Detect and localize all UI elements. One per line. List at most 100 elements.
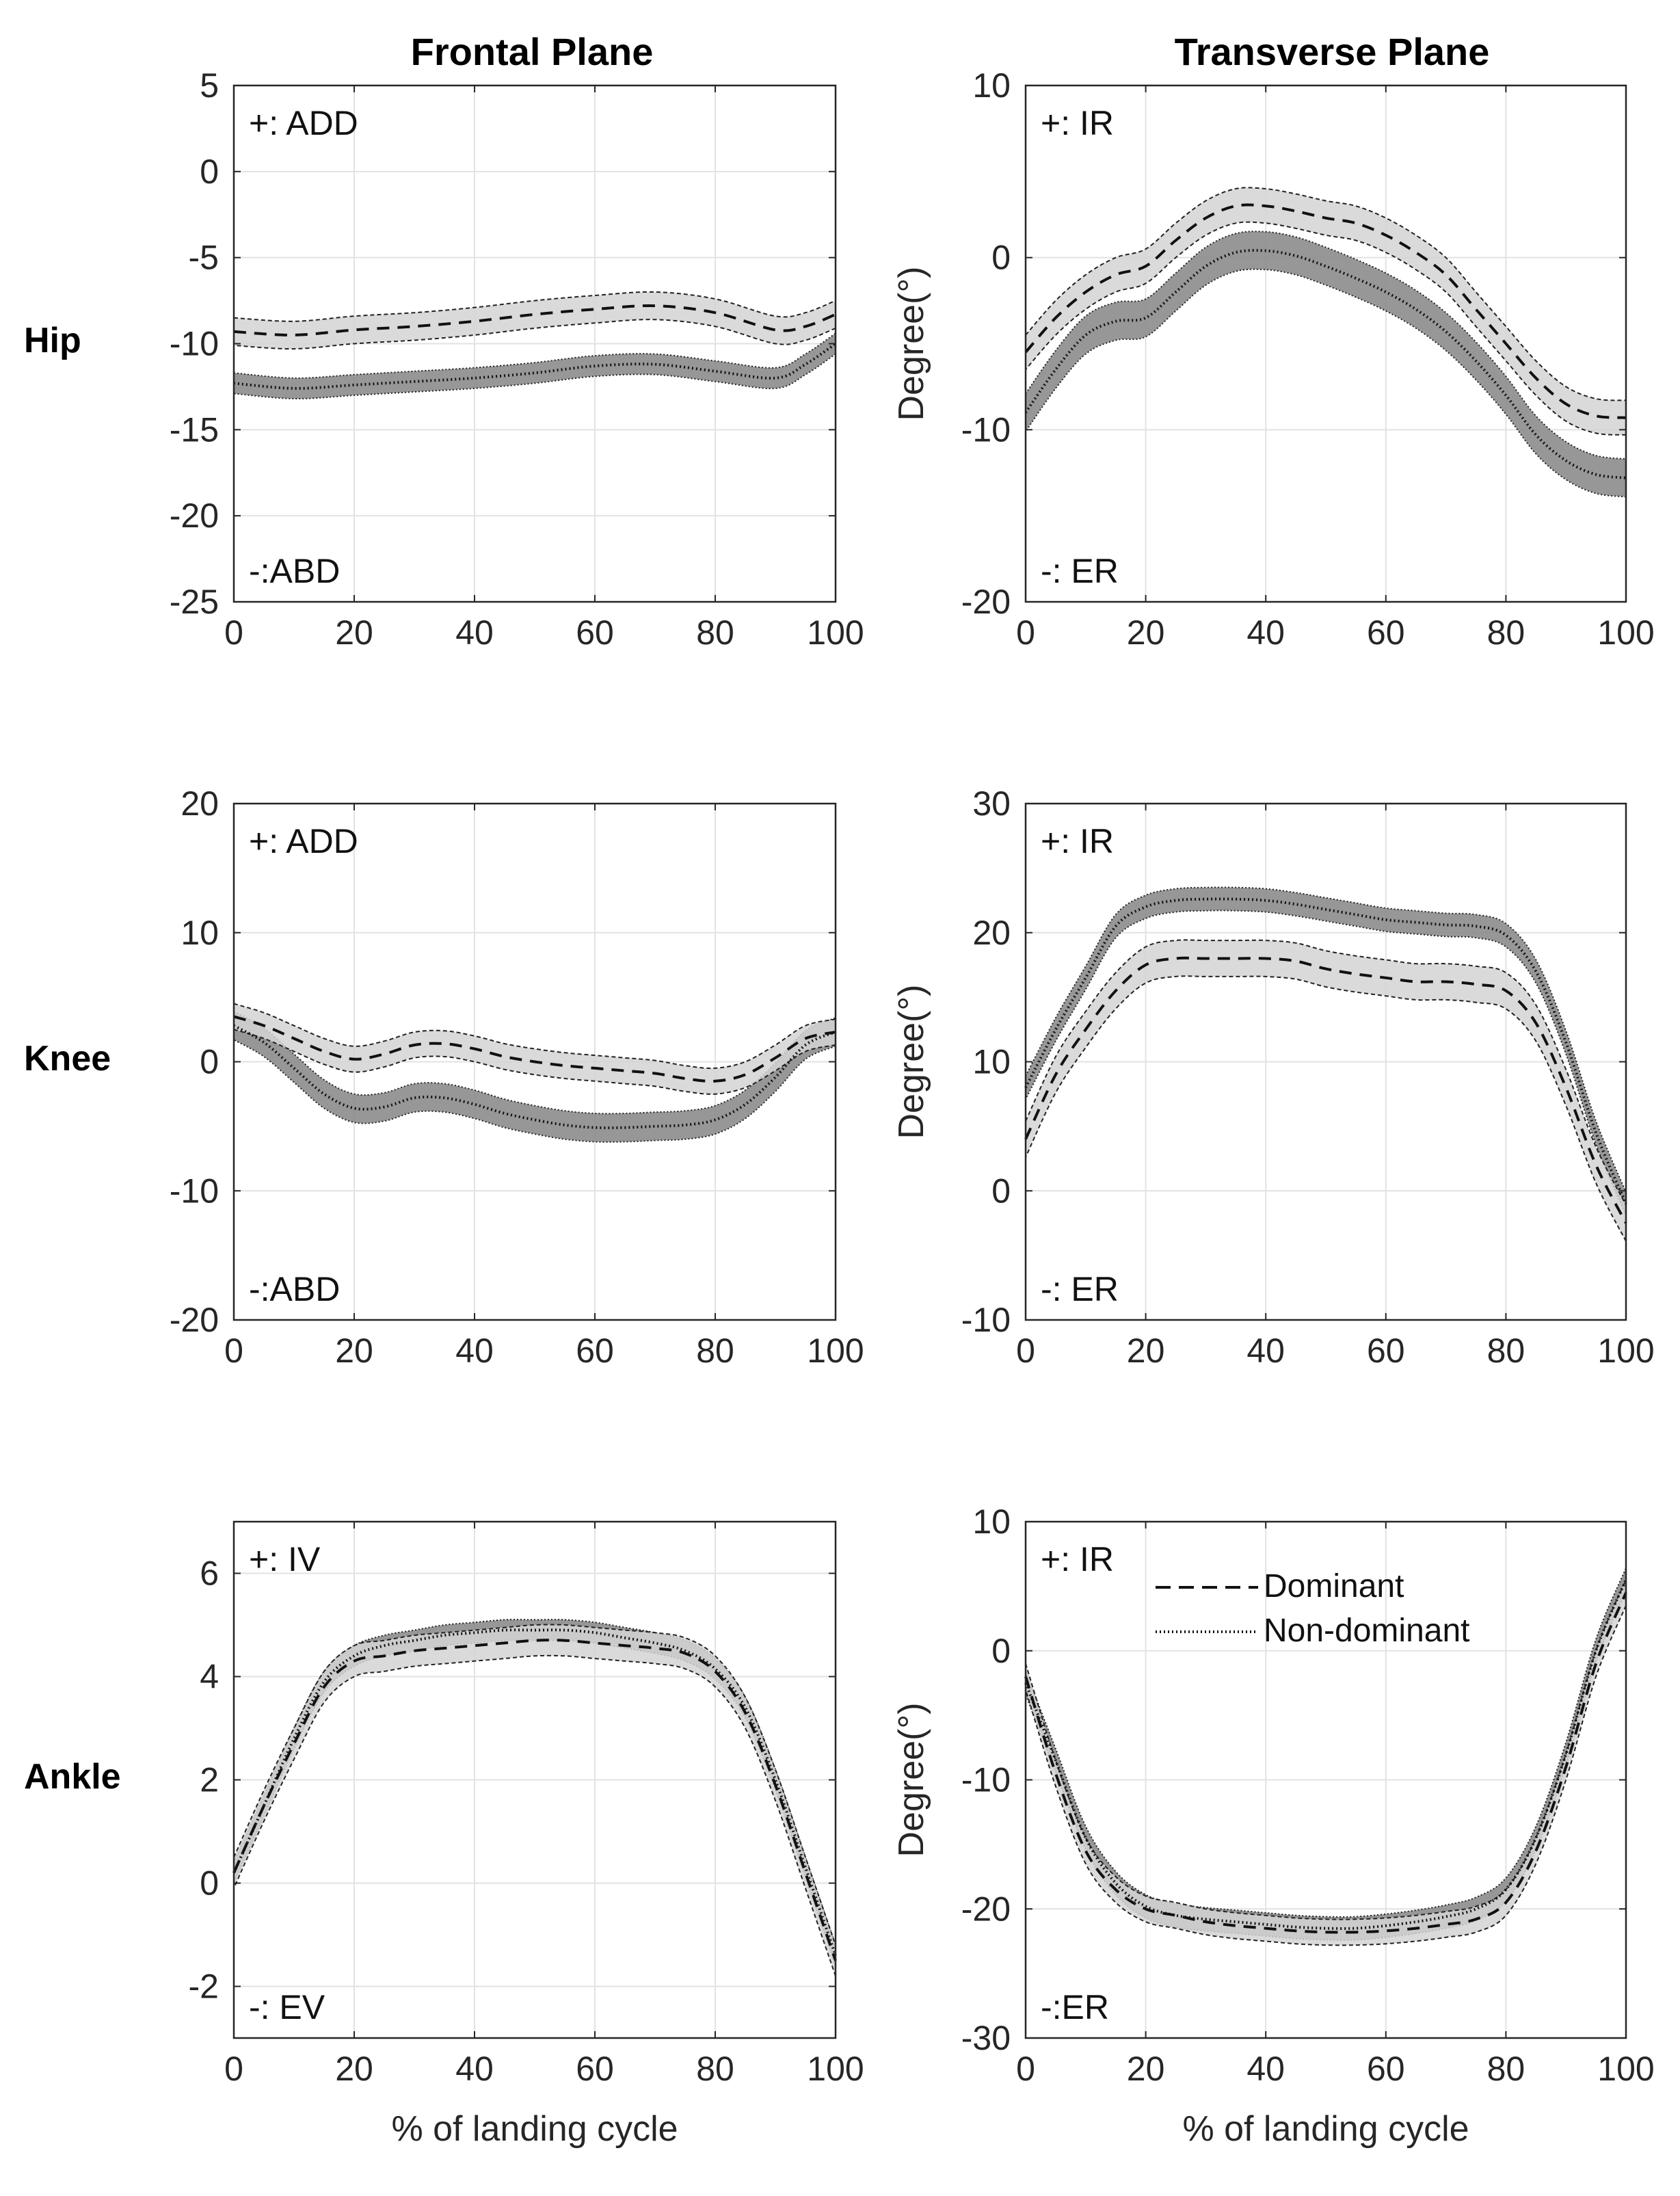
ytick-label: 0 <box>200 1043 219 1081</box>
xlabel: % of landing cycle <box>391 2109 678 2149</box>
sd-edge-upper <box>233 332 836 379</box>
ytick-label: 2 <box>200 1761 219 1799</box>
sd-edge-upper <box>1025 1579 1627 1920</box>
ytick-label: 20 <box>181 784 219 823</box>
col-title-frontal: Frontal Plane <box>411 30 654 73</box>
sd-edge-upper <box>1025 230 1627 460</box>
xtick-label: 0 <box>1016 613 1035 652</box>
ylabel: Degree(°) <box>892 985 931 1139</box>
xtick-label: 100 <box>807 613 864 652</box>
ylabel: Degree(°) <box>892 267 931 421</box>
ytick-label: -10 <box>961 410 1011 449</box>
ytick-label: -15 <box>170 410 219 449</box>
ytick-label: -10 <box>961 1761 1011 1799</box>
ytick-label: -10 <box>170 325 219 363</box>
sd-edge-lower <box>233 353 836 400</box>
sd-edge-upper <box>1025 1567 1627 1918</box>
sd-edge-upper <box>1025 939 1627 1206</box>
series-line-nondominant <box>233 342 837 390</box>
xtick-label: 60 <box>1367 2050 1405 2088</box>
ytick-label: -2 <box>189 1968 219 2006</box>
xtick-label: 80 <box>696 613 734 652</box>
annotation-positive: +: IR <box>1041 822 1114 860</box>
annotation-positive: +: ADD <box>249 104 358 142</box>
xtick-label: 20 <box>335 1332 373 1370</box>
ytick-label: 0 <box>991 1172 1011 1210</box>
xtick-label: 20 <box>1127 613 1165 652</box>
series-line-nondominant <box>232 1628 837 1956</box>
xtick-label: 0 <box>224 613 243 652</box>
ytick-label: 0 <box>991 1632 1011 1670</box>
xtick-label: 20 <box>335 2050 373 2088</box>
annotation-positive: +: ADD <box>249 822 358 860</box>
xtick-label: 20 <box>1127 1332 1165 1370</box>
sd-edge-upper <box>233 1003 836 1070</box>
xtick-label: 40 <box>1246 613 1285 652</box>
ytick-label: -20 <box>170 497 219 535</box>
ytick-label: -20 <box>170 1301 219 1339</box>
annotation-negative: -: ER <box>1041 552 1119 590</box>
legend-label-nondominant: Non-dominant <box>1264 1613 1470 1649</box>
sd-band-dominant <box>1026 187 1626 435</box>
ytick-label: 0 <box>991 239 1011 277</box>
annotation-negative: -:ER <box>1041 1988 1109 2026</box>
ytick-label: 0 <box>200 1864 219 1903</box>
panel-hip-frontal: 0 20 40 60 80 100 5 0 -5 -10 -15 -20 -25 +: ADD -:ABD <box>170 66 864 652</box>
xtick-label: 60 <box>576 613 614 652</box>
ytick-label: -10 <box>170 1172 219 1210</box>
sd-edge-upper <box>1025 886 1627 1193</box>
series-line-nondominant <box>1024 897 1627 1204</box>
sd-edge-upper <box>1025 187 1627 401</box>
ytick-label: 10 <box>972 1503 1011 1541</box>
legend: Dominant Non-dominant <box>1156 1568 1470 1649</box>
annotation-negative: -:ABD <box>249 552 340 590</box>
col-title-transverse: Transverse Plane <box>1175 30 1490 73</box>
sd-edge-lower <box>233 1029 836 1095</box>
sd-band-nondominant <box>234 333 836 399</box>
sd-edge-lower <box>1025 975 1627 1242</box>
xtick-label: 80 <box>696 2050 734 2088</box>
ytick-label: 0 <box>200 153 219 191</box>
xtick-label: 100 <box>807 1332 864 1370</box>
xtick-label: 100 <box>1597 1332 1654 1370</box>
sd-edge-upper <box>233 291 836 322</box>
row-label-knee: Knee <box>24 1039 111 1079</box>
xtick-label: 40 <box>455 613 494 652</box>
series-line-dominant <box>1024 956 1627 1224</box>
ytick-label: 10 <box>181 914 219 952</box>
legend-label-dominant: Dominant <box>1264 1568 1404 1604</box>
ytick-label: 10 <box>972 66 1011 105</box>
sd-edge-lower <box>1025 910 1627 1216</box>
sd-edge-lower <box>233 319 836 350</box>
xtick-label: 80 <box>1487 2050 1525 2088</box>
xtick-label: 100 <box>1597 613 1654 652</box>
sd-edge-upper <box>233 1011 836 1115</box>
xtick-label: 60 <box>1367 1332 1405 1370</box>
xtick-label: 80 <box>1487 613 1525 652</box>
xtick-label: 80 <box>696 1332 734 1370</box>
xtick-label: 80 <box>1487 1332 1525 1370</box>
series-line-nondominant <box>1024 1579 1627 1930</box>
sd-edge-upper <box>233 1624 836 1946</box>
xtick-label: 20 <box>1127 2050 1165 2088</box>
series-line-dominant <box>233 1015 836 1083</box>
series-line-dominant <box>1024 203 1627 419</box>
xtick-label: 40 <box>455 2050 494 2088</box>
xtick-label: 40 <box>1246 1332 1285 1370</box>
ytick-label: 10 <box>972 1043 1011 1081</box>
sd-edge-lower <box>233 1654 836 1976</box>
sd-edge-lower <box>1025 268 1627 498</box>
xtick-label: 60 <box>1367 613 1405 652</box>
annotation-negative: -:ABD <box>249 1270 340 1308</box>
ytick-label: -30 <box>961 2019 1011 2057</box>
annotation-positive: +: IV <box>249 1540 321 1578</box>
series-line-dominant <box>1024 1592 1627 1934</box>
ylabel: Degree(°) <box>892 1703 931 1857</box>
ytick-label: 4 <box>200 1658 219 1696</box>
